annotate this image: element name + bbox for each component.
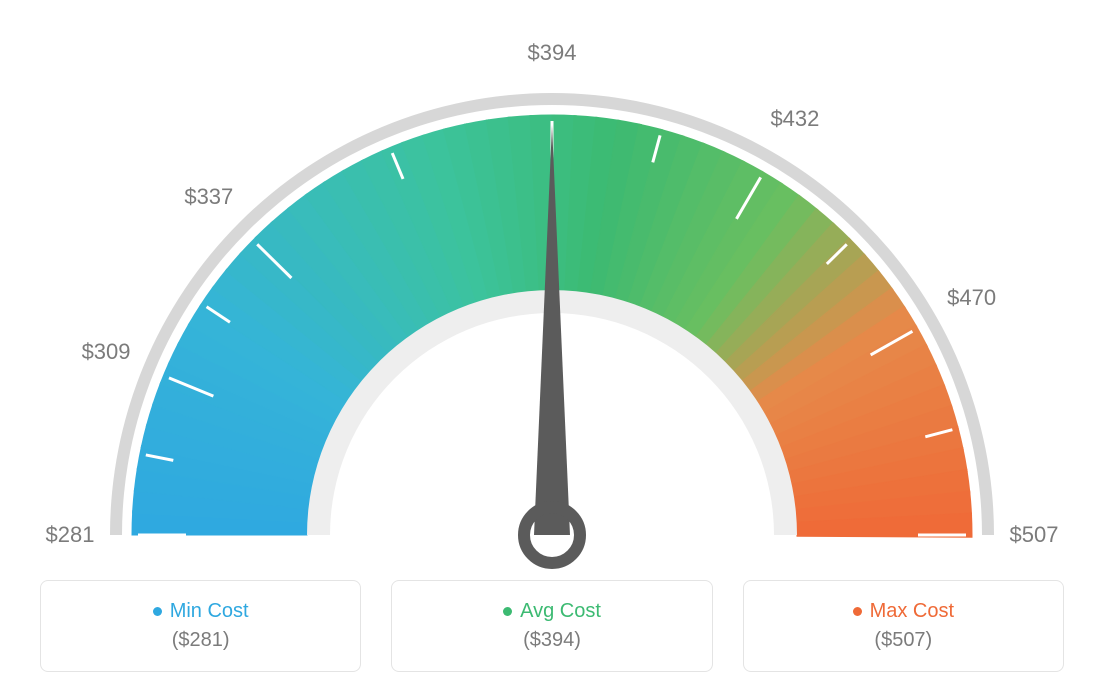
legend-dot-min	[153, 607, 162, 616]
legend-card-avg: Avg Cost ($394)	[391, 580, 712, 672]
gauge-tick-label: $507	[1010, 522, 1059, 548]
legend-label-min: Min Cost	[170, 600, 249, 623]
gauge-tick-label: $394	[528, 40, 577, 66]
gauge-tick-label: $432	[770, 106, 819, 132]
legend-value-avg: ($394)	[523, 629, 581, 652]
gauge-tick-label: $281	[46, 522, 95, 548]
legend-card-min: Min Cost ($281)	[40, 580, 361, 672]
gauge-tick-label: $309	[82, 339, 131, 365]
gauge-tick-label: $470	[947, 285, 996, 311]
legend-row: Min Cost ($281) Avg Cost ($394) Max Cost…	[0, 580, 1104, 690]
legend-value-min: ($281)	[172, 629, 230, 652]
legend-label-max: Max Cost	[870, 600, 954, 623]
cost-gauge	[0, 0, 1104, 570]
gauge-tick-label: $337	[184, 184, 233, 210]
legend-dot-avg	[503, 607, 512, 616]
legend-value-max: ($507)	[874, 629, 932, 652]
legend-card-max: Max Cost ($507)	[743, 580, 1064, 672]
legend-dot-max	[853, 607, 862, 616]
legend-label-avg: Avg Cost	[520, 600, 601, 623]
